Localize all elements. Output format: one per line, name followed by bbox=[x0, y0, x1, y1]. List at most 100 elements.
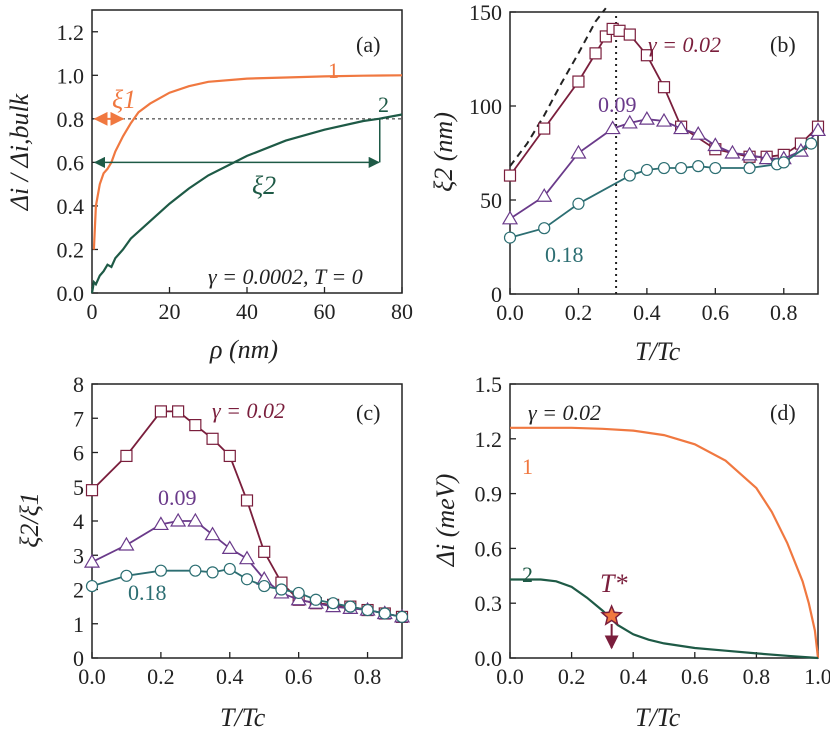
y-tick-label: 0.9 bbox=[475, 482, 503, 507]
square-point bbox=[572, 75, 585, 88]
x-tick-label: 0 bbox=[87, 299, 98, 324]
triangle-point bbox=[501, 210, 519, 225]
x-tick-label: 0.2 bbox=[565, 300, 593, 325]
circle-point bbox=[206, 566, 219, 579]
triangle-point bbox=[638, 110, 655, 125]
square-point bbox=[172, 405, 185, 418]
square-point bbox=[223, 449, 236, 463]
series-2-line bbox=[510, 578, 819, 660]
square-point bbox=[503, 169, 517, 182]
circle-point bbox=[327, 597, 340, 610]
panel-c-xlabel: T/Tc bbox=[220, 703, 266, 732]
xi1-label: ξ1 bbox=[112, 85, 136, 114]
panel-d-series2-label: 2 bbox=[522, 562, 533, 587]
square-point bbox=[640, 49, 653, 62]
x-tick-label: 0.4 bbox=[619, 664, 647, 689]
panel-a-xlabel: ρ (nm) bbox=[209, 335, 278, 364]
x-tick-label: 0.6 bbox=[285, 664, 313, 689]
y-tick-label: 50 bbox=[480, 188, 502, 213]
dashed-reference-curve bbox=[509, 7, 607, 167]
panel-c-series-label-2: 0.09 bbox=[158, 485, 197, 510]
y-tick-label: 6 bbox=[73, 441, 84, 466]
panel-c-series-label-3: 0.18 bbox=[128, 580, 167, 605]
y-tick-label: 7 bbox=[73, 406, 84, 431]
y-tick-label: 0.6 bbox=[475, 536, 503, 561]
panel-c-frame bbox=[91, 383, 403, 659]
panel-d-series bbox=[510, 426, 820, 660]
circle-point bbox=[692, 160, 705, 173]
panel-b-label: (b) bbox=[770, 32, 796, 57]
panel-a-ylabel: Δi / Δi,bulk bbox=[5, 93, 34, 211]
triangle-point bbox=[724, 144, 741, 159]
panel-a: 0 20 40 60 80 0.0 0.2 0.4 0.6 0.8 1.0 1.2 (a) 1 2 ξ… bbox=[5, 9, 414, 364]
y-tick-label: 1.2 bbox=[57, 20, 85, 45]
y-tick-label: 0.3 bbox=[475, 591, 503, 616]
y-tick-label: 0 bbox=[491, 282, 502, 307]
circle-point bbox=[344, 600, 357, 613]
circle-point bbox=[623, 169, 636, 182]
circle-point bbox=[378, 607, 391, 620]
circle-point bbox=[743, 161, 756, 175]
square-point bbox=[589, 47, 602, 60]
circle-point bbox=[657, 161, 671, 175]
panel-c-ylabel: ξ2/ξ1 bbox=[15, 492, 44, 548]
y-tick-label: 0.6 bbox=[57, 150, 85, 175]
circle-point bbox=[85, 579, 99, 593]
triangle-point bbox=[741, 146, 758, 161]
square-point bbox=[154, 405, 167, 418]
panel-a-params: γ = 0.0002, T = 0 bbox=[208, 264, 363, 289]
square-point bbox=[189, 419, 202, 432]
x-tick-label: 0.6 bbox=[681, 664, 709, 689]
panel-d-frame bbox=[509, 383, 819, 659]
panel-a-series2-label: 2 bbox=[378, 92, 389, 117]
triangle-point bbox=[118, 536, 135, 551]
triangle-point bbox=[238, 550, 256, 565]
circle-point bbox=[223, 562, 236, 576]
series-line-2 bbox=[91, 568, 403, 618]
y-tick-label: 1.0 bbox=[57, 63, 85, 88]
triangle-point bbox=[604, 120, 621, 135]
triangle-point bbox=[83, 553, 101, 568]
triangle-point bbox=[758, 150, 775, 165]
x-tick-label: 0.8 bbox=[354, 664, 382, 689]
circle-point bbox=[640, 163, 653, 177]
panel-a-series1-label: 1 bbox=[328, 58, 339, 83]
square-point bbox=[85, 484, 99, 497]
tstar-star-marker bbox=[600, 604, 624, 626]
y-tick-label: 8 bbox=[73, 372, 84, 397]
panel-d-ticks: 0.0 0.2 0.4 0.6 0.8 1.0 0.0 0.3 0.6 0.9 1.2 1.5 bbox=[475, 372, 830, 689]
y-tick-label: 1.2 bbox=[475, 427, 503, 452]
triangle-point bbox=[655, 112, 673, 127]
x-tick-label: 0.0 bbox=[78, 664, 106, 689]
triangle-point bbox=[536, 188, 553, 202]
panel-b-frame bbox=[509, 11, 819, 295]
circle-point bbox=[154, 564, 167, 577]
y-tick-label: 4 bbox=[73, 509, 84, 534]
y-tick-label: 2 bbox=[73, 578, 84, 603]
x-tick-label: 0.2 bbox=[147, 664, 175, 689]
panel-c-series bbox=[83, 405, 411, 624]
square-point bbox=[206, 432, 219, 445]
y-tick-label: 100 bbox=[469, 94, 502, 119]
circle-point bbox=[292, 586, 305, 600]
panel-a-ticks: 0 20 40 60 80 0.0 0.2 0.4 0.6 0.8 1.0 1.2 bbox=[57, 20, 414, 324]
triangle-point bbox=[570, 144, 587, 159]
y-tick-label: 1.5 bbox=[475, 372, 503, 397]
y-tick-label: 150 bbox=[469, 0, 502, 25]
circle-point bbox=[189, 564, 202, 577]
circle-point bbox=[503, 231, 517, 244]
panel-b-series-label-2: 0.09 bbox=[598, 92, 637, 117]
circle-point bbox=[258, 579, 271, 593]
series-1-line bbox=[510, 426, 820, 659]
x-tick-label: 80 bbox=[391, 299, 413, 324]
triangle-point bbox=[187, 512, 204, 527]
y-tick-label: 5 bbox=[73, 475, 84, 500]
square-point bbox=[657, 81, 671, 94]
circle-point bbox=[275, 583, 288, 596]
circle-point bbox=[675, 161, 688, 175]
triangle-point bbox=[152, 516, 169, 531]
panel-d-xlabel: T/Tc bbox=[635, 703, 681, 732]
x-tick-label: 0.0 bbox=[496, 300, 524, 325]
triangle-point bbox=[809, 122, 827, 137]
series-1-line bbox=[92, 74, 403, 250]
